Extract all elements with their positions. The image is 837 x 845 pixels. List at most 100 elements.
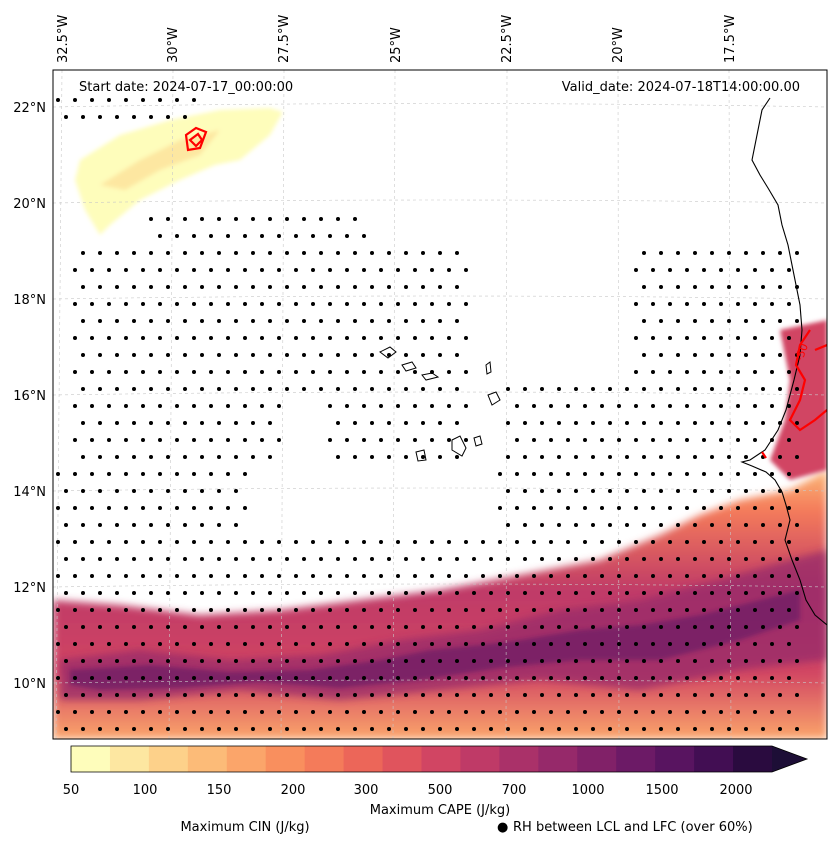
rh-dot	[770, 710, 774, 714]
rh-dot	[778, 693, 782, 697]
rh-dot	[634, 438, 638, 442]
rh-dot	[413, 302, 417, 306]
rh-dot	[404, 625, 408, 629]
rh-dot	[311, 234, 315, 238]
rh-dot	[464, 676, 468, 680]
rh-dot	[387, 693, 391, 697]
rh-dot	[328, 268, 332, 272]
rh-dot	[217, 319, 221, 323]
rh-dot	[175, 370, 179, 374]
rh-dot	[260, 302, 264, 306]
lon-label: 25°W	[389, 27, 404, 63]
rh-dot	[438, 727, 442, 731]
rh-dot	[676, 659, 680, 663]
rh-dot	[268, 591, 272, 595]
rh-dot	[515, 676, 519, 680]
rh-dot	[277, 404, 281, 408]
rh-dot	[557, 659, 561, 663]
rh-dot	[90, 676, 94, 680]
rh-dot	[591, 727, 595, 731]
lon-label: 30°W	[166, 27, 181, 63]
rh-dot	[226, 438, 230, 442]
rh-dot	[98, 251, 102, 255]
rh-dot	[90, 268, 94, 272]
rh-dot	[200, 693, 204, 697]
rh-dot	[107, 98, 111, 102]
rh-dot	[226, 608, 230, 612]
rh-dot	[761, 727, 765, 731]
rh-dot	[753, 540, 757, 544]
rh-dot	[676, 489, 680, 493]
rh-dot	[362, 574, 366, 578]
rh-dot	[744, 591, 748, 595]
rh-dot	[362, 710, 366, 714]
rh-dot	[549, 404, 553, 408]
rh-dot	[787, 472, 791, 476]
rh-dot	[166, 251, 170, 255]
rh-dot	[421, 387, 425, 391]
rh-dot	[574, 421, 578, 425]
rh-dot	[787, 710, 791, 714]
rh-dot	[447, 438, 451, 442]
rh-dot	[702, 710, 706, 714]
longitude-labels: 32.5°W 30°W 27.5°W 25°W 22.5°W 20°W 17.5…	[56, 15, 738, 63]
rh-dot	[149, 217, 153, 221]
rh-dot	[404, 727, 408, 731]
rh-dot	[353, 659, 357, 663]
rh-dot	[404, 591, 408, 595]
rh-dot	[557, 727, 561, 731]
rh-dot	[64, 523, 68, 527]
rh-dot	[770, 336, 774, 340]
rh-dot	[702, 404, 706, 408]
rh-dot	[685, 506, 689, 510]
rh-dot	[175, 302, 179, 306]
rh-dot	[710, 319, 714, 323]
rh-dot	[183, 217, 187, 221]
rh-dot	[319, 727, 323, 731]
rh-dot	[260, 710, 264, 714]
rh-dot	[166, 387, 170, 391]
colorbar-tick: 700	[502, 783, 527, 798]
rh-dot	[506, 387, 510, 391]
rh-dot	[200, 455, 204, 459]
rh-dot	[523, 693, 527, 697]
rh-dot	[659, 353, 663, 357]
rh-dot	[209, 404, 213, 408]
rh-dot	[132, 115, 136, 119]
rh-dot	[600, 574, 604, 578]
rh-dot	[192, 336, 196, 340]
rh-dot	[387, 387, 391, 391]
rh-dot	[515, 710, 519, 714]
rh-dot	[81, 659, 85, 663]
rh-dot	[132, 523, 136, 527]
rh-dot	[719, 268, 723, 272]
rh-dot	[515, 642, 519, 646]
rh-dot	[455, 727, 459, 731]
rh-dot	[200, 387, 204, 391]
rh-dot	[736, 472, 740, 476]
rh-dot	[676, 353, 680, 357]
rh-dot	[795, 727, 799, 731]
rh-dot	[192, 234, 196, 238]
rh-dot	[685, 540, 689, 544]
rh-dot	[532, 472, 536, 476]
rh-dot	[294, 574, 298, 578]
rh-dot	[727, 591, 731, 595]
rh-dot	[464, 608, 468, 612]
rh-dot	[710, 557, 714, 561]
rh-dot	[73, 268, 77, 272]
rh-dot	[183, 319, 187, 323]
rh-dot	[183, 557, 187, 561]
rh-dot	[166, 421, 170, 425]
rh-dot	[608, 489, 612, 493]
rh-dot	[736, 642, 740, 646]
rh-dot	[761, 421, 765, 425]
rh-dot	[523, 625, 527, 629]
rh-dot	[515, 472, 519, 476]
rh-dot	[345, 234, 349, 238]
rh-dot	[608, 387, 612, 391]
rh-dot	[642, 353, 646, 357]
rh-dot	[285, 217, 289, 221]
rh-dot	[166, 319, 170, 323]
